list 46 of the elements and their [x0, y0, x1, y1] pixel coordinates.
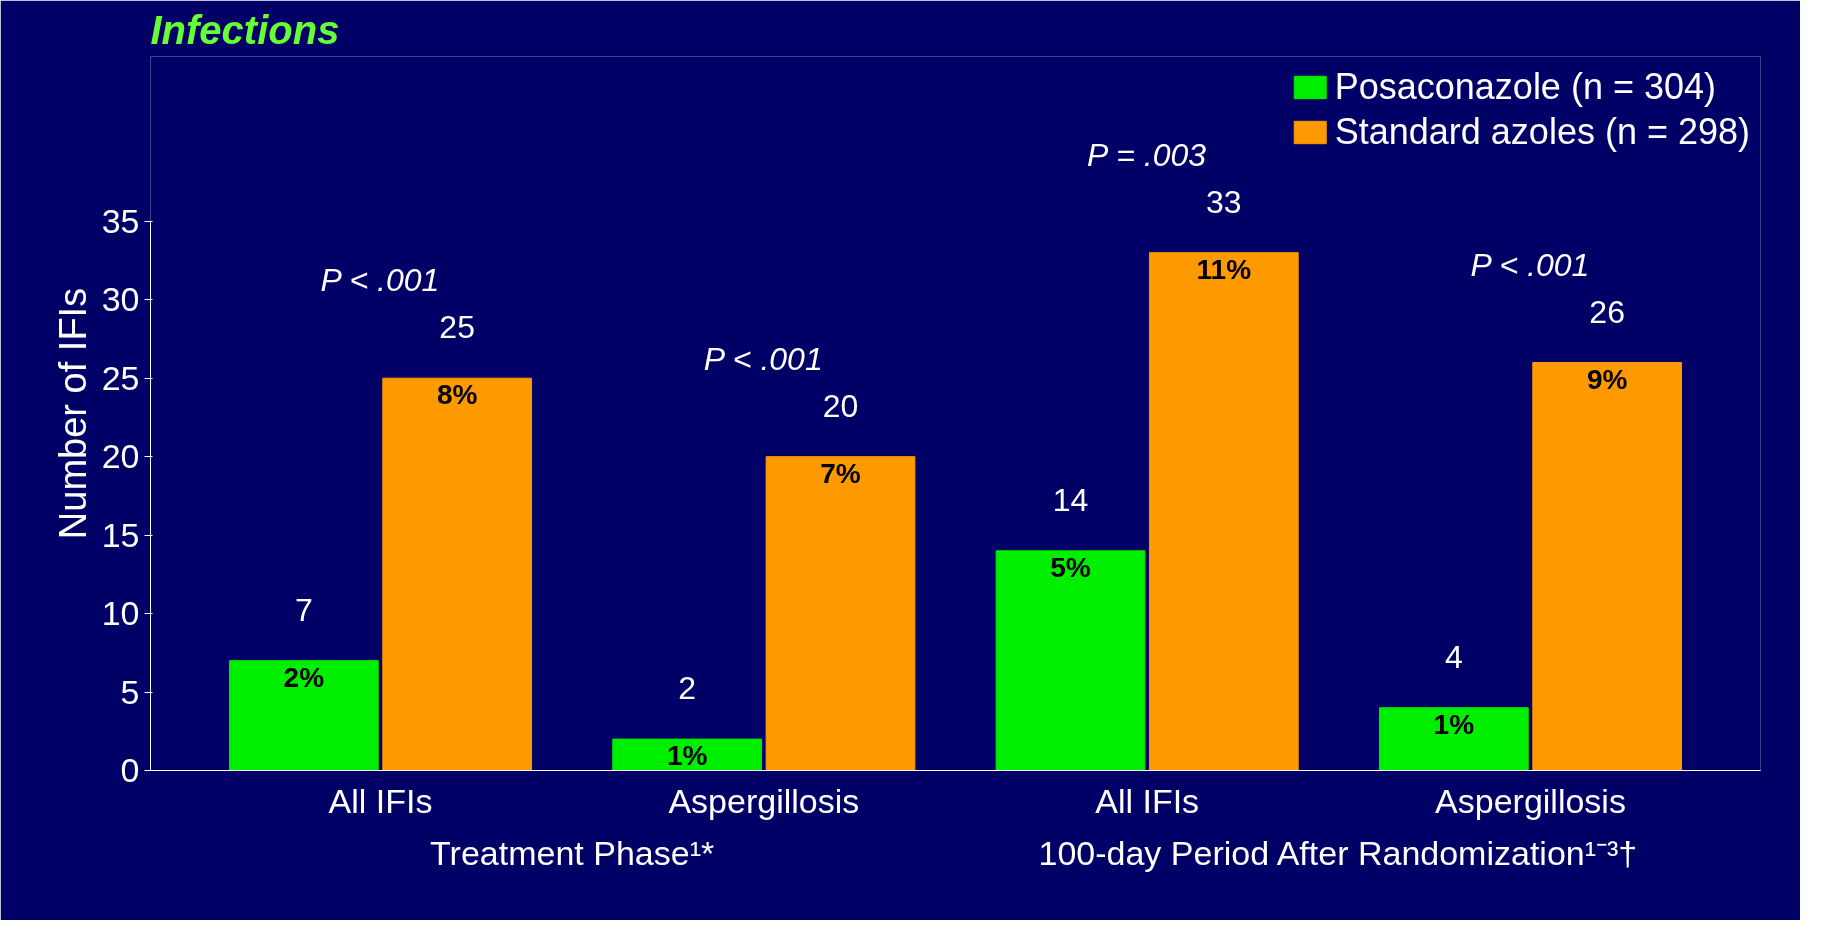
annotation: 9% [1586, 363, 1628, 395]
annotation: P < .001 [1470, 246, 1590, 283]
bar [382, 377, 533, 771]
annotation: 1% [666, 740, 708, 772]
annotation: 8% [436, 379, 478, 411]
bar [228, 660, 379, 771]
data-label: 4 [1444, 638, 1463, 675]
bar [1532, 362, 1683, 771]
text: 100-day Period After Randomization¹⁻³† [1038, 833, 1638, 872]
bar [1148, 252, 1299, 771]
y-axis-title: Number of IFIs [51, 287, 94, 540]
data-label: 2 [678, 670, 697, 707]
y-tick-label: 0 [120, 751, 140, 789]
y-tick-label: 35 [101, 201, 140, 240]
data-label: 14 [1052, 481, 1089, 518]
bar [612, 738, 763, 771]
data-label: 26 [1589, 293, 1625, 330]
y-tick-label: 25 [101, 358, 140, 397]
annotation: 5% [1050, 551, 1091, 583]
y-tick-label: 30 [101, 280, 140, 319]
x-tick-label: Aspergillosis [1435, 781, 1626, 820]
annotation: P < .001 [320, 262, 440, 299]
chart-title: Infections [150, 7, 340, 52]
y-tick-label: 20 [101, 437, 140, 476]
bar [1378, 707, 1529, 771]
annotation: 11% [1196, 253, 1252, 285]
text: P = .003 [1087, 136, 1207, 173]
legend-label: Standard azoles (n = 298) [1334, 111, 1750, 153]
legend-label: Posaconazole (n = 304) [1334, 66, 1716, 108]
annotation: P < .001 [703, 340, 823, 377]
annotation: 7% [820, 457, 861, 489]
x-tick-label: All IFIs [1095, 781, 1200, 820]
bar [995, 550, 1146, 771]
data-label: 7 [294, 591, 313, 628]
y-tick-label: 5 [120, 672, 140, 711]
text: Treatment Phase¹* [430, 833, 715, 872]
annotation: 1% [1433, 708, 1475, 740]
bar [765, 456, 916, 771]
x-tick-label: Aspergillosis [668, 781, 860, 820]
y-tick-label: 10 [101, 594, 140, 633]
data-label: 33 [1206, 183, 1242, 220]
data-label: 25 [439, 309, 475, 346]
y-tick-label: 15 [101, 515, 140, 554]
x-tick-label: All IFIs [328, 781, 433, 820]
annotation: 2% [283, 661, 325, 693]
data-label: 20 [822, 387, 859, 424]
